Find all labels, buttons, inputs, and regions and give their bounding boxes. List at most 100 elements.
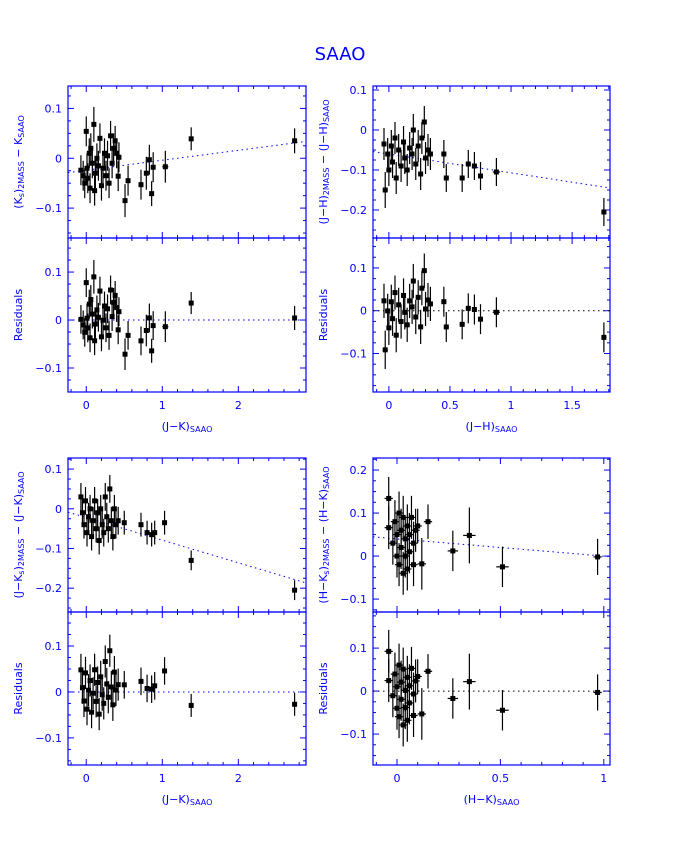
data-point	[392, 513, 402, 557]
data-marker	[80, 173, 86, 179]
label-segment: SAAO	[190, 425, 213, 434]
label-segment: SAAO	[190, 798, 213, 807]
y-axis-label: (H−Ks)2MASS − (H−K)SAAO	[317, 466, 331, 603]
data-point	[463, 507, 476, 564]
data-marker	[413, 314, 419, 320]
y-tick-label: −0.2	[340, 204, 367, 217]
label-segment: − K	[12, 137, 25, 161]
y-tick-label: −0.1	[340, 348, 367, 361]
data-marker	[110, 702, 116, 708]
data-point	[83, 116, 89, 147]
data-point	[478, 162, 484, 190]
data-point	[413, 299, 419, 335]
data-point	[394, 643, 404, 687]
data-point	[98, 322, 104, 352]
y-tick-label: 0	[55, 152, 62, 165]
data-point	[384, 659, 393, 703]
data-marker	[87, 678, 93, 684]
data-marker	[83, 280, 89, 286]
data-marker	[83, 128, 89, 134]
data-point	[407, 132, 413, 164]
data-marker	[396, 662, 402, 668]
data-point	[403, 504, 412, 548]
data-marker	[162, 668, 168, 674]
data-point	[115, 161, 121, 192]
data-point	[411, 508, 420, 552]
data-point	[110, 522, 116, 551]
data-point	[83, 268, 89, 298]
data-point	[105, 294, 111, 324]
data-point	[423, 142, 429, 174]
data-marker	[388, 299, 394, 305]
data-marker	[82, 329, 88, 335]
data-point	[87, 323, 93, 353]
x-axis-label: (H−K)SAAO	[464, 793, 520, 807]
data-point	[144, 520, 150, 545]
data-point	[78, 653, 84, 686]
data-marker	[105, 526, 111, 532]
data-point	[95, 150, 101, 181]
data-point	[593, 674, 602, 711]
data-point	[601, 322, 607, 353]
data-marker	[402, 155, 408, 161]
data-marker	[443, 324, 449, 330]
data-point	[423, 504, 433, 539]
data-point	[394, 543, 404, 587]
data-marker	[78, 316, 84, 322]
data-marker	[116, 154, 122, 160]
data-marker	[109, 160, 115, 166]
data-point	[146, 144, 152, 175]
data-marker	[423, 306, 429, 312]
data-point	[188, 550, 194, 571]
data-marker	[86, 514, 92, 520]
data-marker	[292, 315, 298, 321]
data-marker	[107, 486, 113, 492]
data-marker	[393, 332, 399, 338]
data-point	[396, 134, 402, 166]
data-marker	[111, 669, 117, 675]
data-marker	[82, 180, 88, 186]
data-marker	[114, 150, 120, 156]
data-marker	[396, 714, 402, 720]
y-tick-label: −0.1	[340, 593, 367, 606]
data-marker	[81, 522, 87, 528]
data-marker	[149, 348, 155, 354]
data-marker	[99, 692, 105, 698]
data-marker	[95, 680, 101, 686]
data-marker	[415, 523, 421, 529]
data-marker	[410, 127, 416, 133]
x-tick-label: 1	[600, 772, 607, 785]
data-point	[87, 494, 93, 523]
data-point	[417, 538, 426, 590]
label-segment: SAAO	[495, 425, 518, 434]
data-marker	[499, 564, 505, 570]
data-point	[122, 338, 128, 371]
data-point	[108, 120, 114, 151]
data-point	[465, 150, 471, 178]
data-point	[394, 491, 404, 535]
data-marker	[91, 121, 97, 127]
data-point	[292, 580, 298, 601]
data-marker	[404, 523, 410, 529]
data-marker	[471, 306, 477, 312]
data-marker	[88, 297, 94, 303]
data-marker	[382, 187, 388, 193]
data-marker	[465, 305, 471, 311]
y-tick-label: −0.1	[35, 202, 62, 215]
data-marker	[162, 520, 168, 526]
data-marker	[108, 287, 114, 293]
x-tick-label: 1	[159, 399, 166, 412]
data-point	[93, 685, 99, 718]
data-point	[108, 670, 114, 704]
y-tick-label: 0	[360, 305, 367, 318]
data-point	[393, 162, 399, 194]
data-marker	[386, 678, 392, 684]
data-point	[87, 664, 93, 697]
data-marker	[95, 510, 101, 516]
main-plot: −0.2 −0.1 0 0.1	[35, 457, 307, 613]
data-point	[492, 297, 501, 328]
data-marker	[450, 695, 456, 701]
data-marker	[404, 167, 410, 173]
label-segment: 2MASS	[322, 168, 331, 196]
data-point	[471, 294, 477, 325]
